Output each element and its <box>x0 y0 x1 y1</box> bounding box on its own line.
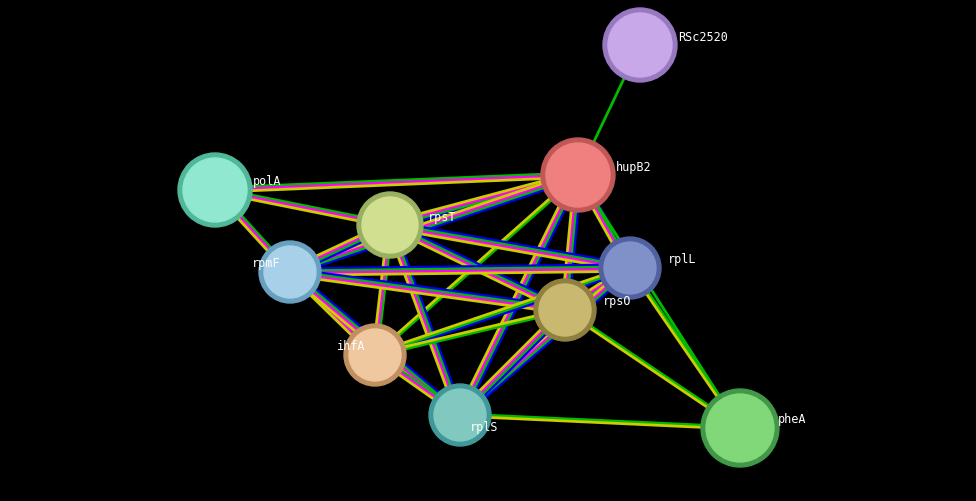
Circle shape <box>599 237 661 299</box>
Text: ihfA: ihfA <box>337 341 365 354</box>
Circle shape <box>183 158 247 222</box>
Text: RSc2520: RSc2520 <box>678 31 728 44</box>
Text: rpsT: rpsT <box>428 210 457 223</box>
Circle shape <box>603 8 677 82</box>
Circle shape <box>429 384 491 446</box>
Circle shape <box>344 324 406 386</box>
Circle shape <box>434 389 486 441</box>
Circle shape <box>546 143 610 207</box>
Text: rplS: rplS <box>470 420 499 433</box>
Circle shape <box>539 284 591 336</box>
Text: hupB2: hupB2 <box>616 160 652 173</box>
Circle shape <box>349 329 401 381</box>
Circle shape <box>701 389 779 467</box>
Circle shape <box>259 241 321 303</box>
Circle shape <box>604 242 656 294</box>
Text: rplL: rplL <box>668 254 697 267</box>
Text: rpsO: rpsO <box>603 296 631 309</box>
Circle shape <box>541 138 615 212</box>
Circle shape <box>608 13 672 77</box>
Circle shape <box>357 192 423 258</box>
Circle shape <box>362 197 418 253</box>
Circle shape <box>706 394 774 462</box>
Text: pheA: pheA <box>778 413 806 426</box>
Circle shape <box>178 153 252 227</box>
Text: rpmF: rpmF <box>252 258 280 271</box>
Circle shape <box>264 246 316 298</box>
Circle shape <box>534 279 596 341</box>
Text: polA: polA <box>253 175 281 188</box>
